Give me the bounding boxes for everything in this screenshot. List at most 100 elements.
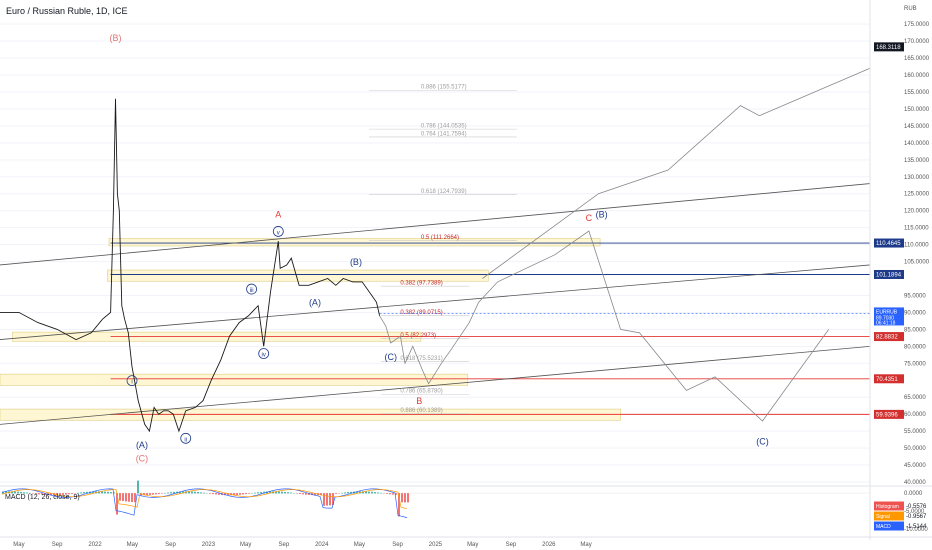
macd-tick: -5.0000 (904, 509, 925, 515)
time-tick: May (127, 542, 138, 548)
symbol-tag-countdown: 06:41:18 (876, 320, 896, 326)
zone-rect (0, 373, 469, 386)
macd-hist-bar (20, 491, 22, 494)
macd-hist-bar (17, 491, 19, 494)
time-tick: May (580, 542, 591, 548)
price-tag-box (874, 42, 904, 52)
macd-hist-bar (116, 493, 118, 515)
trendline (0, 264, 871, 340)
currency-label: RUB (904, 6, 917, 12)
macd-hist-bar (86, 491, 88, 494)
macd-hist-bar (218, 493, 220, 495)
macd-hist-bar (254, 492, 256, 494)
macd-hist-bar (305, 493, 307, 495)
macd-hist-bar (179, 491, 181, 494)
macd-hist-bar (11, 491, 13, 494)
macd-hist-bar (392, 493, 394, 495)
fib-label: 0.5 (111.2664) (421, 235, 459, 241)
fib-label: 0.382 (97.7389) (400, 281, 442, 287)
price-tick: 95.0000 (904, 293, 926, 299)
time-tick: 2024 (315, 542, 329, 548)
macd-hist-bar (65, 493, 67, 495)
macd-hist-bar (269, 491, 271, 494)
macd-hist-bar (395, 493, 397, 495)
price-tick: 145.0000 (904, 124, 930, 130)
fib-label: 0.886 (155.5177) (421, 85, 467, 91)
price-series (0, 67, 871, 433)
wave-label: (A) (136, 440, 148, 450)
time-axis: May Sep 2022 May Sep 2023 May Sep 2024 May Sep 2025… (0, 536, 932, 548)
price-tag-box (874, 374, 904, 384)
wave-label: (C) (136, 454, 149, 464)
macd-hist-bar (332, 493, 334, 505)
time-tick: 2023 (202, 542, 216, 548)
macd-hist-bar (257, 492, 259, 494)
macd-hist-bar (155, 493, 157, 495)
macd-tag-label: Signal (876, 514, 890, 520)
wave-circle (246, 283, 257, 295)
wave-circle (258, 348, 270, 359)
wave-label: (B) (596, 209, 608, 219)
symbol-tag-name: EURRUB (876, 309, 898, 315)
price-tick: 115.0000 (904, 226, 929, 232)
time-tick: Sep (165, 542, 176, 548)
macd-hist-bar (173, 491, 175, 494)
macd-hist-bar (41, 493, 43, 495)
wave-label: ii (184, 437, 187, 443)
horizontal-levels (110, 242, 870, 415)
macd-hist-bar (212, 493, 214, 495)
macd-hist-bar (152, 493, 154, 495)
macd-hist-bar (287, 492, 289, 494)
time-tick: May (467, 542, 478, 548)
price-tag-box (874, 409, 904, 419)
price-tag-label: 82.8832 (876, 335, 898, 341)
macd-hist-bar (119, 493, 121, 501)
macd-hist-bar (335, 493, 337, 494)
macd-hist-bar (110, 492, 112, 494)
macd-hist-bar (209, 493, 211, 494)
wave-label: iii (250, 288, 254, 294)
price-tick: 55.0000 (904, 429, 926, 435)
macd-hist-bar (122, 493, 124, 502)
chart-title: Euro / Russian Ruble, 1D, ICE (6, 6, 128, 16)
macd-hist-bar (341, 492, 343, 494)
price-tick: 170.0000 (904, 39, 930, 45)
price-tag-label: 168.3118 (876, 45, 901, 51)
price-tick: 65.0000 (904, 395, 926, 401)
projection-path-upper (482, 67, 871, 279)
macd-hist-bar (386, 493, 388, 494)
time-tick: 2022 (88, 542, 102, 548)
macd-hist-bar (227, 493, 229, 496)
price-tick: 50.0000 (904, 446, 926, 452)
wave-label: (A) (309, 298, 321, 308)
macd-hist-bar (398, 493, 400, 517)
macd-tag-box (874, 511, 904, 521)
macd-hist-bar (62, 493, 64, 495)
macd-hist-bar (23, 492, 25, 494)
macd-hist-bar (275, 491, 277, 494)
price-tick: 90.0000 (904, 310, 926, 316)
macd-hist-bar (284, 491, 286, 494)
macd-tag-value: -0.9567 (906, 514, 927, 520)
wave-label: (B) (350, 257, 362, 267)
price-tag-box (874, 332, 904, 342)
macd-hist-bar (401, 493, 403, 503)
macd-hist-bar (203, 492, 205, 494)
macd-hist-bar (83, 492, 85, 494)
price-tick: 60.0000 (904, 412, 926, 418)
wave-label: B (416, 396, 422, 406)
price-tick: 125.0000 (904, 192, 930, 198)
macd-hist-bar (404, 493, 406, 503)
macd-hist-bar (260, 492, 262, 494)
time-tick: Sep (279, 542, 290, 548)
macd-hist-bar (197, 492, 199, 494)
fib-levels: 0.886 (155.5177) 0.786 (144.0535)0.764 (1… (368, 85, 517, 414)
macd-hist-bar (143, 493, 145, 496)
macd-hist-bar (389, 493, 391, 495)
macd-hist-bar (281, 491, 283, 494)
macd-hist-bar (371, 491, 373, 494)
price-axis: 175.0000 170.0000 165.0000 160.0000 155.0000… (379, 0, 930, 540)
time-tick: Sep (392, 542, 403, 548)
